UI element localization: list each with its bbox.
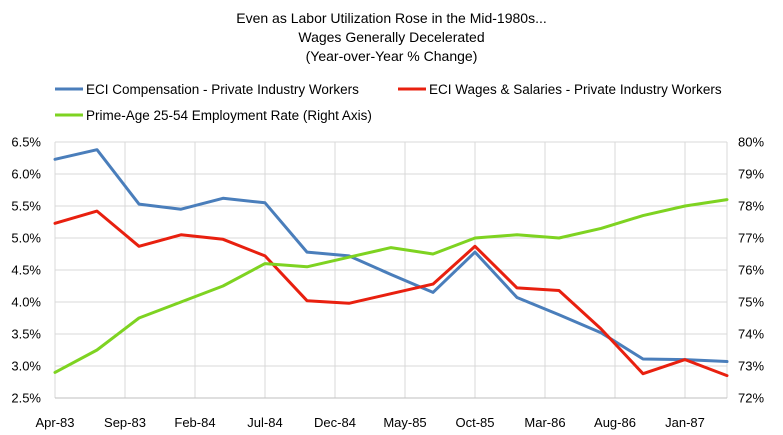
x-tick-label: Apr-83 [35, 415, 74, 430]
y-left-tick-label: 3.5% [11, 327, 41, 342]
chart-title-line: Even as Labor Utilization Rose in the Mi… [236, 10, 547, 26]
x-tick-label: Jul-84 [247, 415, 282, 430]
chart-title-line: (Year-over-Year % Change) [306, 48, 478, 64]
y-left-tick-label: 5.5% [11, 199, 41, 214]
y-right-tick-label: 77% [738, 231, 764, 246]
y-right-tick-label: 75% [738, 295, 764, 310]
chart-title-line: Wages Generally Decelerated [298, 29, 484, 45]
y-left-tick-label: 4.0% [11, 295, 41, 310]
y-right-tick-label: 72% [738, 391, 764, 406]
y-right-tick-label: 79% [738, 167, 764, 182]
x-tick-label: Feb-84 [174, 415, 215, 430]
legend-label: ECI Compensation - Private Industry Work… [86, 82, 359, 97]
x-tick-label: Aug-86 [594, 415, 636, 430]
y-left-tick-label: 6.5% [11, 135, 41, 150]
series-line-2 [53, 209, 729, 378]
y-left-tick-label: 5.0% [11, 231, 41, 246]
x-tick-label: Sep-83 [104, 415, 146, 430]
right-y-axis: 72% 73% 74% 75% 76% 77% 78% 79% 80% [738, 135, 764, 406]
legend-label: Prime-Age 25-54 Employment Rate (Right A… [86, 108, 372, 123]
x-tick-label: Dec-84 [314, 415, 356, 430]
gridlines [54, 141, 728, 399]
left-y-axis: 2.5% 3.0% 3.5% 4.0% 4.5% 5.0% 5.5% 6.0% 6.5% [11, 135, 41, 406]
y-left-tick-label: 3.0% [11, 359, 41, 374]
x-tick-label: May-85 [383, 415, 426, 430]
y-right-tick-label: 78% [738, 199, 764, 214]
y-left-tick-label: 6.0% [11, 167, 41, 182]
chart-title: Even as Labor Utilization Rose in the Mi… [236, 10, 547, 64]
series-line-1 [53, 148, 729, 363]
legend-label: ECI Wages & Salaries - Private Industry … [429, 82, 722, 97]
x-tick-label: Jan-87 [665, 415, 705, 430]
y-right-tick-label: 74% [738, 327, 764, 342]
series-line-3 [53, 198, 729, 374]
chart-legend: ECI Compensation - Private Industry Work… [55, 82, 722, 123]
y-right-tick-label: 76% [738, 263, 764, 278]
series-lines [53, 148, 729, 378]
x-axis: Apr-83 Sep-83 Feb-84 Jul-84 Dec-84 May-85 Oct-… [35, 397, 727, 430]
y-right-tick-label: 73% [738, 359, 764, 374]
y-left-tick-label: 2.5% [11, 391, 41, 406]
y-right-tick-label: 80% [738, 135, 764, 150]
x-tick-label: Mar-86 [524, 415, 565, 430]
x-tick-label: Oct-85 [455, 415, 494, 430]
y-left-tick-label: 4.5% [11, 263, 41, 278]
